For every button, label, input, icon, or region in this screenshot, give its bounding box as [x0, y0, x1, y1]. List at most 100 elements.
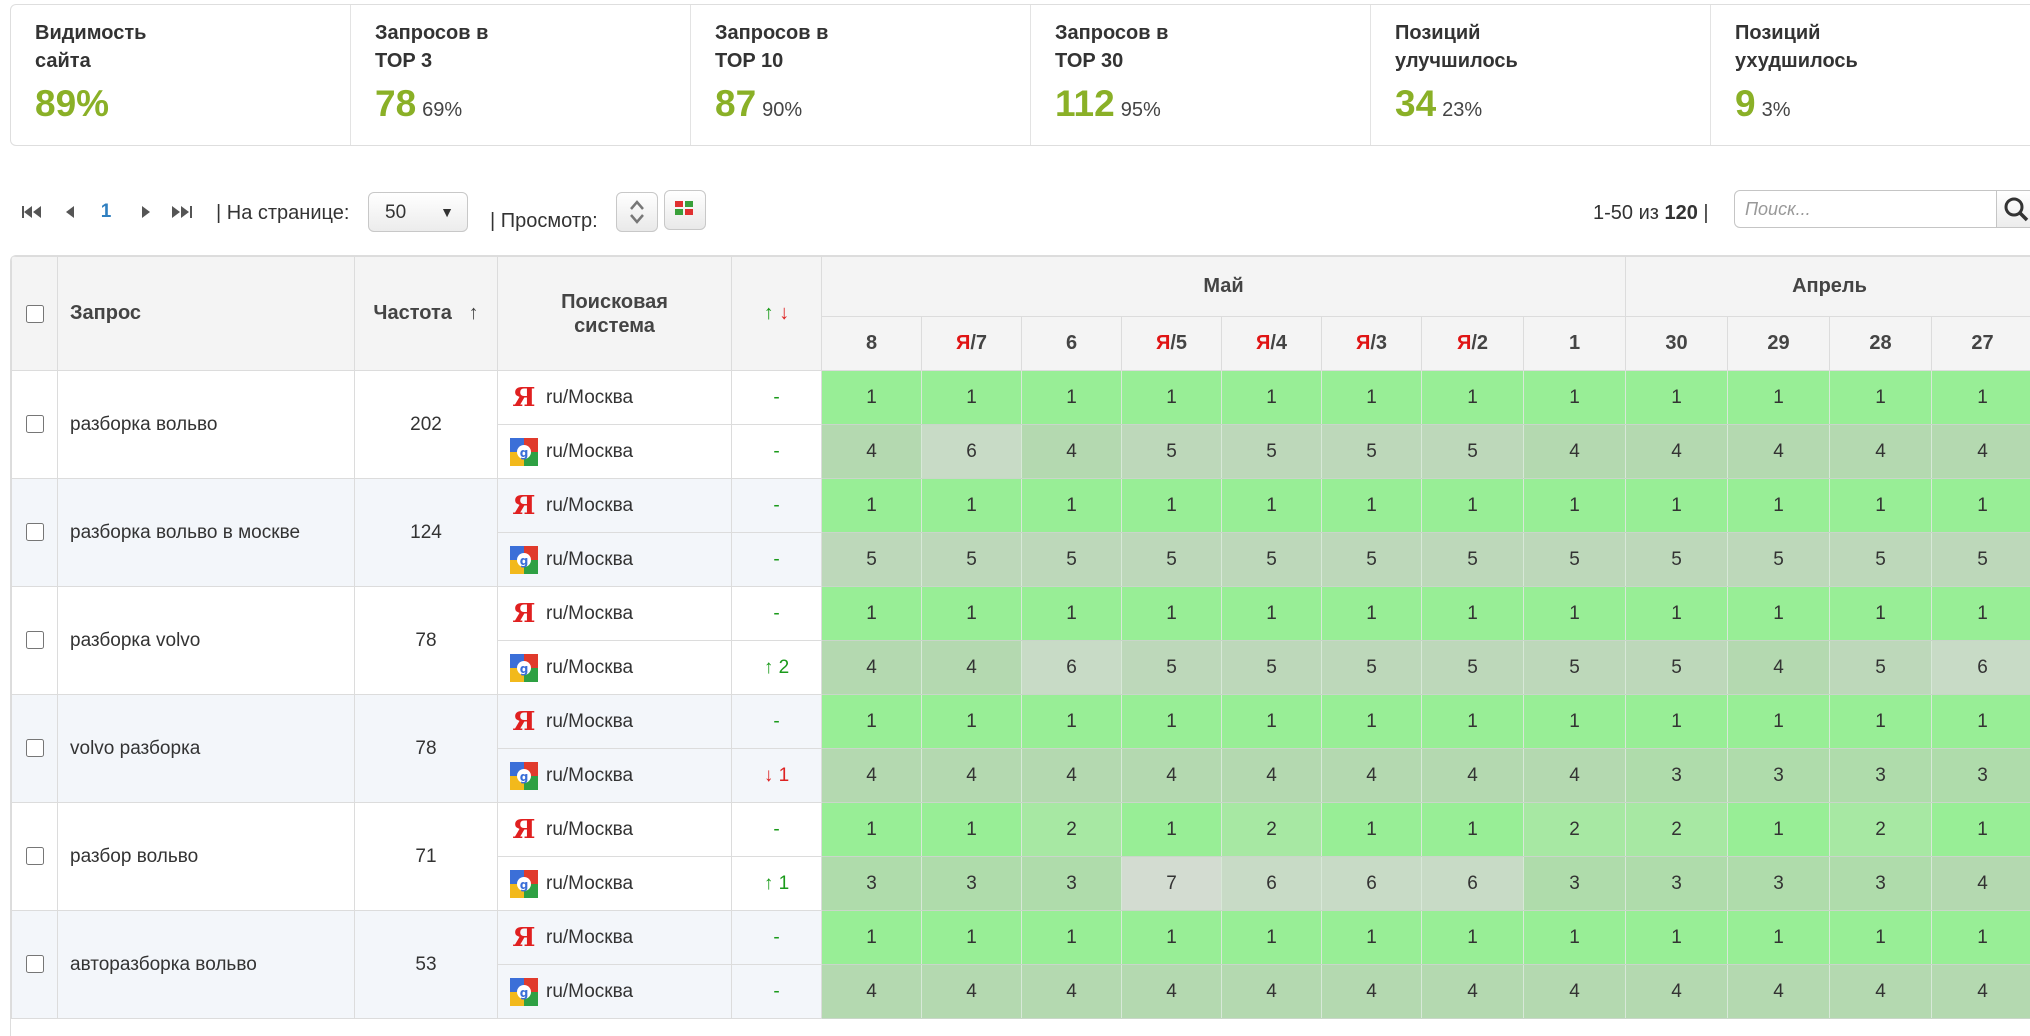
- position-cell[interactable]: 1: [1022, 371, 1122, 425]
- position-cell[interactable]: 5: [1322, 533, 1422, 587]
- search-button[interactable]: [1996, 190, 2030, 228]
- position-cell[interactable]: 1: [1122, 371, 1222, 425]
- position-cell[interactable]: 4: [822, 749, 922, 803]
- day-header[interactable]: 30: [1626, 317, 1728, 371]
- position-cell[interactable]: 5: [1022, 533, 1122, 587]
- position-cell[interactable]: 1: [822, 479, 922, 533]
- position-cell[interactable]: 1: [1524, 479, 1626, 533]
- position-cell[interactable]: 4: [1322, 749, 1422, 803]
- day-header[interactable]: 29: [1728, 317, 1830, 371]
- position-cell[interactable]: 3: [1022, 857, 1122, 911]
- position-cell[interactable]: 1: [1932, 695, 2030, 749]
- position-cell[interactable]: 5: [922, 533, 1022, 587]
- position-cell[interactable]: 4: [1422, 965, 1524, 1019]
- position-cell[interactable]: 1: [1830, 479, 1932, 533]
- position-cell[interactable]: 4: [1524, 425, 1626, 479]
- position-cell[interactable]: 1: [1524, 587, 1626, 641]
- view-toggle-button[interactable]: [616, 192, 658, 232]
- position-cell[interactable]: 1: [922, 695, 1022, 749]
- row-checkbox[interactable]: [26, 739, 44, 757]
- position-cell[interactable]: 1: [1222, 587, 1322, 641]
- position-cell[interactable]: 6: [1932, 641, 2030, 695]
- position-cell[interactable]: 5: [1222, 641, 1322, 695]
- day-header[interactable]: 6: [1022, 317, 1122, 371]
- position-cell[interactable]: 3: [1932, 749, 2030, 803]
- position-cell[interactable]: 1: [1022, 695, 1122, 749]
- position-cell[interactable]: 1: [1932, 911, 2030, 965]
- position-cell[interactable]: 4: [922, 965, 1022, 1019]
- position-cell[interactable]: 4: [1830, 425, 1932, 479]
- prev-page-button[interactable]: [56, 198, 84, 226]
- position-cell[interactable]: 2: [1022, 803, 1122, 857]
- position-cell[interactable]: 4: [1322, 965, 1422, 1019]
- row-checkbox[interactable]: [26, 631, 44, 649]
- position-cell[interactable]: 1: [922, 911, 1022, 965]
- page-link-1[interactable]: 1: [92, 198, 120, 226]
- position-cell[interactable]: 1: [1022, 587, 1122, 641]
- position-cell[interactable]: 5: [1222, 425, 1322, 479]
- position-cell[interactable]: 5: [1222, 533, 1322, 587]
- position-cell[interactable]: 1: [922, 803, 1022, 857]
- position-cell[interactable]: 1: [1122, 479, 1222, 533]
- position-cell[interactable]: 1: [922, 587, 1022, 641]
- position-cell[interactable]: 1: [1222, 695, 1322, 749]
- position-cell[interactable]: 1: [1626, 695, 1728, 749]
- position-cell[interactable]: 3: [1830, 749, 1932, 803]
- position-cell[interactable]: 5: [1830, 533, 1932, 587]
- day-header[interactable]: 8: [822, 317, 922, 371]
- position-cell[interactable]: 1: [1122, 695, 1222, 749]
- position-cell[interactable]: 1: [1728, 479, 1830, 533]
- position-cell[interactable]: 1: [1122, 911, 1222, 965]
- position-cell[interactable]: 3: [1830, 857, 1932, 911]
- position-cell[interactable]: 1: [1626, 587, 1728, 641]
- position-cell[interactable]: 1: [1022, 911, 1122, 965]
- col-query[interactable]: Запрос: [58, 257, 355, 371]
- position-cell[interactable]: 5: [1830, 641, 1932, 695]
- position-cell[interactable]: 1: [922, 479, 1022, 533]
- position-cell[interactable]: 4: [1932, 857, 2030, 911]
- search-input[interactable]: [1734, 190, 1998, 228]
- position-cell[interactable]: 4: [1122, 965, 1222, 1019]
- position-cell[interactable]: 1: [1122, 587, 1222, 641]
- position-cell[interactable]: 3: [1626, 749, 1728, 803]
- position-cell[interactable]: 5: [1322, 641, 1422, 695]
- position-cell[interactable]: 1: [1932, 371, 2030, 425]
- position-cell[interactable]: 1: [1222, 371, 1322, 425]
- position-cell[interactable]: 4: [1728, 641, 1830, 695]
- position-cell[interactable]: 1: [1932, 587, 2030, 641]
- position-cell[interactable]: 4: [1422, 749, 1524, 803]
- position-cell[interactable]: 5: [1422, 533, 1524, 587]
- position-cell[interactable]: 1: [1626, 911, 1728, 965]
- position-cell[interactable]: 4: [1122, 749, 1222, 803]
- position-cell[interactable]: 4: [1022, 425, 1122, 479]
- position-cell[interactable]: 3: [822, 857, 922, 911]
- position-cell[interactable]: 1: [1524, 695, 1626, 749]
- view-grid-button[interactable]: [664, 190, 706, 230]
- first-page-button[interactable]: [20, 198, 48, 226]
- position-cell[interactable]: 6: [1322, 857, 1422, 911]
- position-cell[interactable]: 1: [1322, 371, 1422, 425]
- position-cell[interactable]: 1: [1422, 911, 1524, 965]
- position-cell[interactable]: 4: [1932, 425, 2030, 479]
- position-cell[interactable]: 1: [1728, 803, 1830, 857]
- day-header[interactable]: 27: [1932, 317, 2030, 371]
- position-cell[interactable]: 2: [1830, 803, 1932, 857]
- day-header[interactable]: Я/3: [1322, 317, 1422, 371]
- position-cell[interactable]: 1: [1322, 803, 1422, 857]
- position-cell[interactable]: 4: [1222, 749, 1322, 803]
- position-cell[interactable]: 1: [1322, 479, 1422, 533]
- col-change[interactable]: ↑ ↓: [732, 257, 822, 371]
- position-cell[interactable]: 1: [1932, 803, 2030, 857]
- day-header[interactable]: Я/5: [1122, 317, 1222, 371]
- position-cell[interactable]: 1: [1830, 587, 1932, 641]
- position-cell[interactable]: 5: [1422, 641, 1524, 695]
- position-cell[interactable]: 6: [922, 425, 1022, 479]
- position-cell[interactable]: 5: [1932, 533, 2030, 587]
- row-checkbox[interactable]: [26, 955, 44, 973]
- position-cell[interactable]: 4: [1728, 965, 1830, 1019]
- position-cell[interactable]: 1: [1728, 371, 1830, 425]
- position-cell[interactable]: 4: [1022, 965, 1122, 1019]
- position-cell[interactable]: 5: [1626, 641, 1728, 695]
- position-cell[interactable]: 1: [1422, 695, 1524, 749]
- day-header[interactable]: Я/7: [922, 317, 1022, 371]
